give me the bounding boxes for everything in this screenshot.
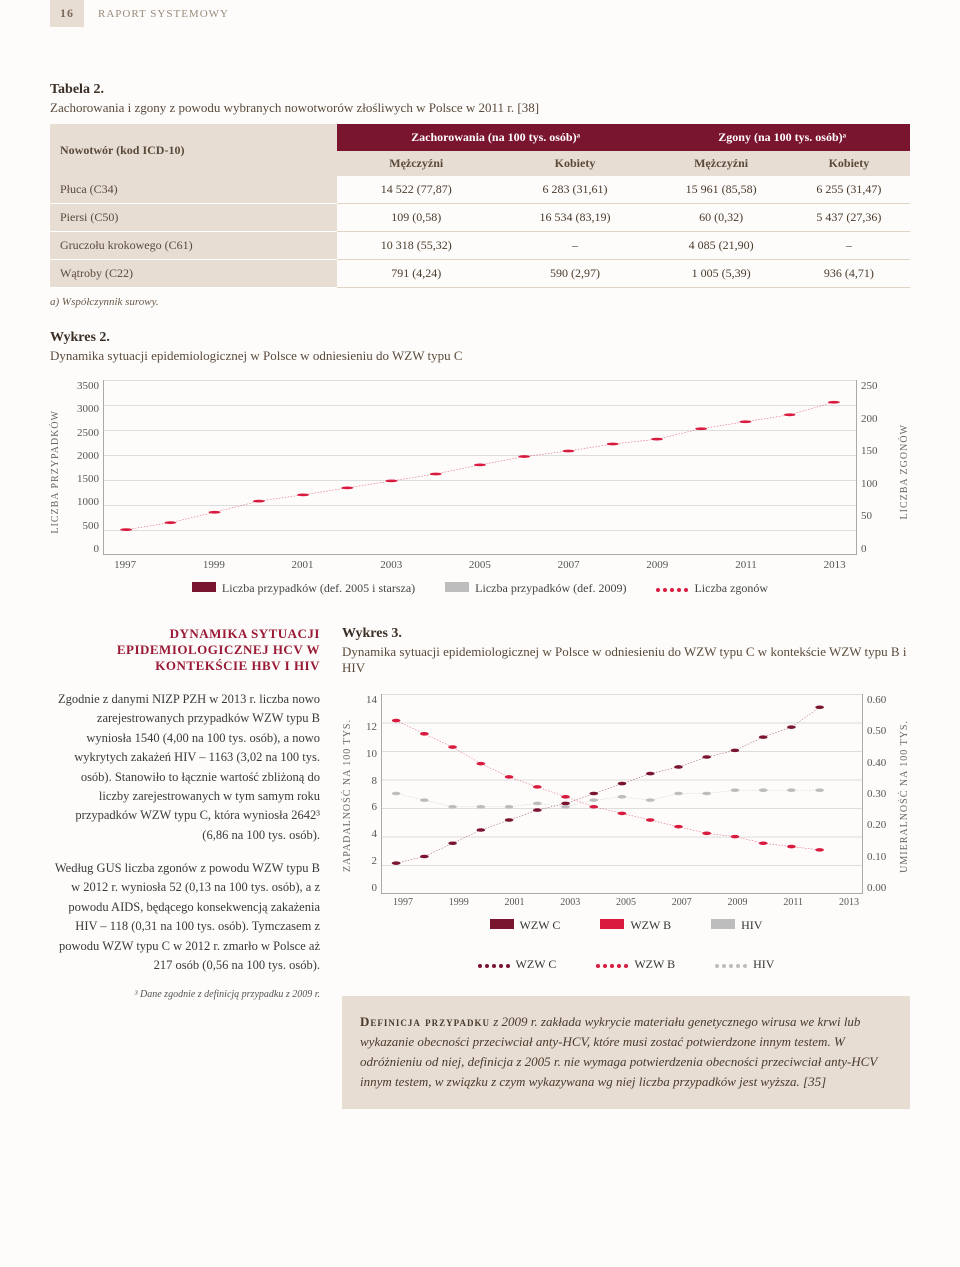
table-footnote: a) Współczynnik surowy. (50, 296, 910, 308)
table-row: Płuca (C34)14 522 (77,87)6 283 (31,61)15… (50, 176, 910, 204)
para: Zgodnie z danymi NIZP PZH w 2013 r. licz… (50, 690, 320, 845)
chart1-subtitle: Dynamika sytuacji epidemiologicznej w Po… (50, 348, 910, 364)
cell: 4 085 (21,90) (654, 232, 787, 260)
table-title: Tabela 2. (50, 82, 910, 98)
cell: 5 437 (27,36) (788, 204, 910, 232)
table-row: Wątroby (C22)791 (4,24)590 (2,97)1 005 (… (50, 260, 910, 288)
legend-item: WZW C (490, 918, 561, 933)
report-section-label: RAPORT SYSTEMOWY (98, 8, 229, 20)
left-heading: DYNAMIKA SYTUACJI EPIDEMIOLOGICZNEJ HCV … (50, 626, 320, 674)
cell: – (496, 232, 655, 260)
sub-header: Kobiety (496, 151, 655, 176)
cell: – (788, 232, 910, 260)
legend-item: Liczba przypadków (def. 2005 i starsza) (192, 581, 415, 596)
sub-header: Mężczyźni (337, 151, 496, 176)
cell: 6 255 (31,47) (788, 176, 910, 204)
chart1-yright-label: LICZBA ZGONÓW (899, 424, 910, 520)
left-column: DYNAMIKA SYTUACJI EPIDEMIOLOGICZNEJ HCV … (50, 626, 320, 1109)
chart1-yleft-ticks: 3500300025002000150010005000 (61, 380, 103, 555)
row-label: Piersi (C50) (50, 204, 337, 232)
sub-header: Mężczyźni (654, 151, 787, 176)
chart2-yleft-label: ZAPADALNOŚĆ NA 100 TYS. (342, 719, 353, 872)
cell: 936 (4,71) (788, 260, 910, 288)
chart1-plot: 3500300025002000150010005000 25020015010… (61, 380, 899, 555)
page-number: 16 (50, 0, 84, 27)
right-column: Wykres 3. Dynamika sytuacji epidemiologi… (342, 626, 910, 1109)
footnote: ³ Dane zgodnie z definicją przypadku z 2… (50, 989, 320, 1000)
cell: 15 961 (85,58) (654, 176, 787, 204)
chart2-yleft-ticks: 14121086420 (353, 694, 381, 894)
chart2-title: Wykres 3. (342, 626, 910, 642)
cell: 10 318 (55,32) (337, 232, 496, 260)
two-column: DYNAMIKA SYTUACJI EPIDEMIOLOGICZNEJ HCV … (50, 626, 910, 1109)
legend-item: WZW C (478, 957, 557, 972)
cell: 14 522 (77,87) (337, 176, 496, 204)
definition-title: Definicja przypadku (360, 1014, 490, 1029)
legend-item: Liczba zgonów (656, 581, 768, 596)
chart1-legend: Liczba przypadków (def. 2005 i starsza) … (50, 581, 910, 596)
legend-item: Liczba przypadków (def. 2009) (445, 581, 626, 596)
page: 16 RAPORT SYSTEMOWY Tabela 2. Zachorowan… (0, 0, 960, 1149)
table-row: Gruczołu krokowego (C61)10 318 (55,32)–4… (50, 232, 910, 260)
definition-box: Definicja przypadku z 2009 r. zakłada wy… (342, 996, 910, 1109)
table-subtitle: Zachorowania i zgony z powodu wybranych … (50, 100, 910, 116)
data-table: Nowotwór (kod ICD-10) Zachorowania (na 1… (50, 124, 910, 288)
chart1-yright-ticks: 250200150100500 (857, 380, 899, 555)
chart-1-block: Wykres 2. Dynamika sytuacji epidemiologi… (50, 330, 910, 596)
row-label: Gruczołu krokowego (C61) (50, 232, 337, 260)
chart2-yright-ticks: 0.600.500.400.300.200.100.00 (863, 694, 899, 894)
legend-item: HIV (715, 957, 774, 972)
chart2-subtitle: Dynamika sytuacji epidemiologicznej w Po… (342, 644, 910, 676)
chart1-title: Wykres 2. (50, 330, 910, 346)
row-label: Płuca (C34) (50, 176, 337, 204)
chart1-x-labels: 199719992001200320052007200920112013 (103, 559, 857, 571)
cell: 791 (4,24) (337, 260, 496, 288)
chart2-x-labels: 199719992001200320052007200920112013 (389, 897, 863, 908)
chart2-legend: WZW C WZW B HIV WZW C WZW B HIV (342, 918, 910, 972)
cell: 109 (0,58) (337, 204, 496, 232)
legend-item: HIV (711, 918, 762, 933)
chart2-plot: 14121086420 0.600.500.400.300.200.100.00 (353, 694, 899, 894)
table-2-block: Tabela 2. Zachorowania i zgony z powodu … (50, 82, 910, 308)
cell: 60 (0,32) (654, 204, 787, 232)
sub-header: Kobiety (788, 151, 910, 176)
group-header-1: Zgony (na 100 tys. osób)ᵃ (654, 124, 910, 151)
cell: 16 534 (83,19) (496, 204, 655, 232)
table-row: Piersi (C50)109 (0,58)16 534 (83,19)60 (… (50, 204, 910, 232)
cell: 590 (2,97) (496, 260, 655, 288)
row-label: Wątroby (C22) (50, 260, 337, 288)
cell: 6 283 (31,61) (496, 176, 655, 204)
cell: 1 005 (5,39) (654, 260, 787, 288)
page-header: 16 RAPORT SYSTEMOWY (50, 0, 910, 27)
row-header: Nowotwór (kod ICD-10) (50, 124, 337, 176)
group-header-0: Zachorowania (na 100 tys. osób)ᵃ (337, 124, 655, 151)
legend-item: WZW B (600, 918, 671, 933)
para: Według GUS liczba zgonów z powodu WZW ty… (50, 859, 320, 975)
chart1-yleft-label: LICZBA PRZYPADKÓW (50, 410, 61, 534)
legend-item: WZW B (596, 957, 675, 972)
chart2-yright-label: UMIERALNOŚĆ NA 100 TYS. (899, 720, 910, 873)
